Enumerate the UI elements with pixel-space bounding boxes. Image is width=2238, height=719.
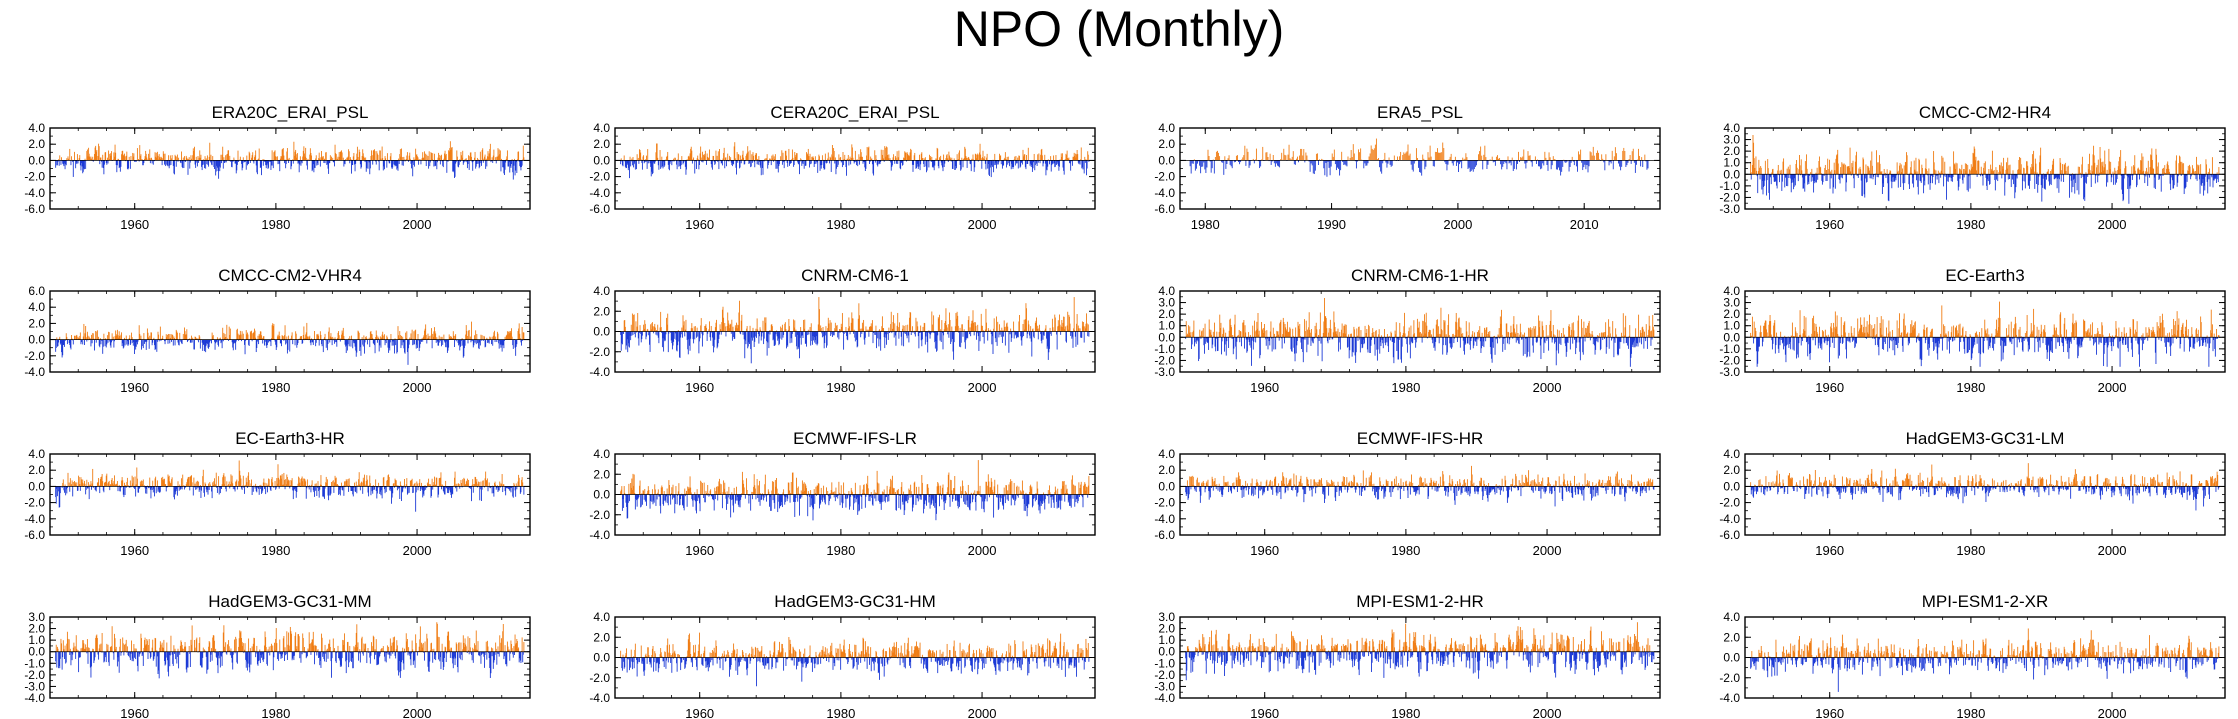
- panel-title: CMCC-CM2-VHR4: [218, 266, 362, 285]
- y-tick-label: -4.0: [24, 186, 45, 200]
- x-tick-label: 1980: [826, 380, 855, 395]
- bar-series: [55, 321, 525, 365]
- y-tick-label: -2.0: [24, 349, 45, 363]
- x-tick-label: 1960: [1815, 217, 1844, 232]
- y-tick-label: 0.0: [593, 325, 610, 339]
- x-tick-label: 1960: [120, 217, 149, 232]
- panel-3: ERA5_PSL 4.0 2.0 0.0 -2.0 -4.0 -6.0 1980 1990 200…: [1154, 103, 1661, 232]
- x-tick-label: 1980: [1956, 217, 1985, 232]
- y-tick-label: -2.0: [589, 170, 610, 184]
- panel-7: CNRM-CM6-1-HR4.03.02.01.00.0-1.0-2.0-3.0…: [1154, 266, 1661, 395]
- x-tick-label: 2000: [403, 217, 432, 232]
- y-tick-label: 0.0: [593, 153, 610, 167]
- y-tick-label: -3.0: [1719, 202, 1740, 216]
- y-tick-label: -4.0: [589, 365, 610, 379]
- bar-series: [1189, 138, 1650, 177]
- y-tick-label: 2.0: [28, 316, 45, 330]
- y-tick-label: 1.0: [1723, 156, 1740, 170]
- bar-series: [620, 297, 1090, 364]
- y-tick-label: -4.0: [1154, 186, 1175, 200]
- plot-frame: [49, 290, 531, 373]
- y-tick-label: -2.0: [589, 345, 610, 359]
- x-tick-label: 2000: [968, 217, 997, 232]
- panel-5: CMCC-CM2-VHR4 6.0 4.0 2.0 0.0 -2.0 -4.0 1960 198…: [24, 266, 531, 395]
- y-tick-label: -4.0: [589, 186, 610, 200]
- panel-title: CNRM-CM6-1: [801, 266, 909, 285]
- bar-series: [1185, 297, 1655, 367]
- y-tick-label: 4.0: [593, 284, 610, 298]
- x-tick-label: 1980: [261, 380, 290, 395]
- panel-title: CNRM-CM6-1-HR: [1351, 266, 1489, 285]
- bar-series: [1750, 134, 2220, 204]
- y-tick-label: 2.0: [593, 137, 610, 151]
- panel-6: CNRM-CM6-1 4.0 2.0 0.0 -2.0 -4.0 1960 1980 2000: [589, 266, 1096, 395]
- x-tick-label: 1990: [1317, 217, 1346, 232]
- plot-frame: [49, 127, 531, 210]
- x-tick-label: 2000: [1443, 217, 1472, 232]
- y-tick-label: 4.0: [593, 121, 610, 135]
- x-tick-label: 1980: [1191, 217, 1220, 232]
- y-tick-label: 4.0: [1158, 121, 1175, 135]
- x-tick-label: 1960: [685, 217, 714, 232]
- panel-1: ERA20C_ERAI_PSL 4.0 2.0 0.0 -2.0 -4.0 -6.0 1960…: [24, 103, 531, 232]
- y-tick-label: -2.0: [1719, 190, 1740, 204]
- panel-title: CERA20C_ERAI_PSL: [770, 103, 939, 122]
- y-tick-label: -2.0: [1154, 170, 1175, 184]
- panel-title: ERA5_PSL: [1377, 103, 1463, 122]
- panel-title: ERA20C_ERAI_PSL: [212, 103, 369, 122]
- figure-title: NPO (Monthly): [953, 1, 1285, 57]
- y-tick-label: 2.0: [1158, 137, 1175, 151]
- y-tick-label: -4.0: [24, 365, 45, 379]
- panel-4: CMCC-CM2-HR4 4.03.02.01.00.0-1.0-2.0-3.0 1…: [1719, 103, 2226, 232]
- panel-title: CMCC-CM2-HR4: [1919, 103, 2051, 122]
- bar-series: [55, 141, 525, 180]
- x-tick-label: 2000: [403, 380, 432, 395]
- y-tick-label: 0.0: [1158, 153, 1175, 167]
- panel-2: CERA20C_ERAI_PSL 4.0 2.0 0.0 -2.0 -4.0 -6.0 196…: [589, 103, 1096, 232]
- y-tick-label: 6.0: [28, 284, 45, 298]
- y-tick-label: 4.0: [28, 121, 45, 135]
- x-tick-label: 1980: [261, 217, 290, 232]
- y-tick-label: -6.0: [1154, 202, 1175, 216]
- y-tick-label: 2.0: [1723, 144, 1740, 158]
- y-tick-label: -2.0: [24, 170, 45, 184]
- plot-frame: [614, 127, 1096, 210]
- y-tick-label: 4.0: [1723, 121, 1740, 135]
- y-tick-label: 0.0: [1723, 167, 1740, 181]
- y-tick-label: 0.0: [28, 333, 45, 347]
- y-tick-label: 3.0: [1723, 133, 1740, 147]
- x-tick-label: 2000: [968, 380, 997, 395]
- x-tick-label: 2010: [1570, 217, 1599, 232]
- y-tick-label: -6.0: [24, 202, 45, 216]
- y-tick-label: -6.0: [589, 202, 610, 216]
- y-tick-label: 4.0: [28, 300, 45, 314]
- y-tick-label: 2.0: [593, 304, 610, 318]
- y-tick-label: 2.0: [28, 137, 45, 151]
- y-tick-label: 0.0: [28, 153, 45, 167]
- x-tick-label: 1980: [826, 217, 855, 232]
- x-tick-label: 2000: [2098, 217, 2127, 232]
- x-tick-label: 1960: [685, 380, 714, 395]
- y-tick-label: -1.0: [1719, 179, 1740, 193]
- x-tick-label: 1960: [120, 380, 149, 395]
